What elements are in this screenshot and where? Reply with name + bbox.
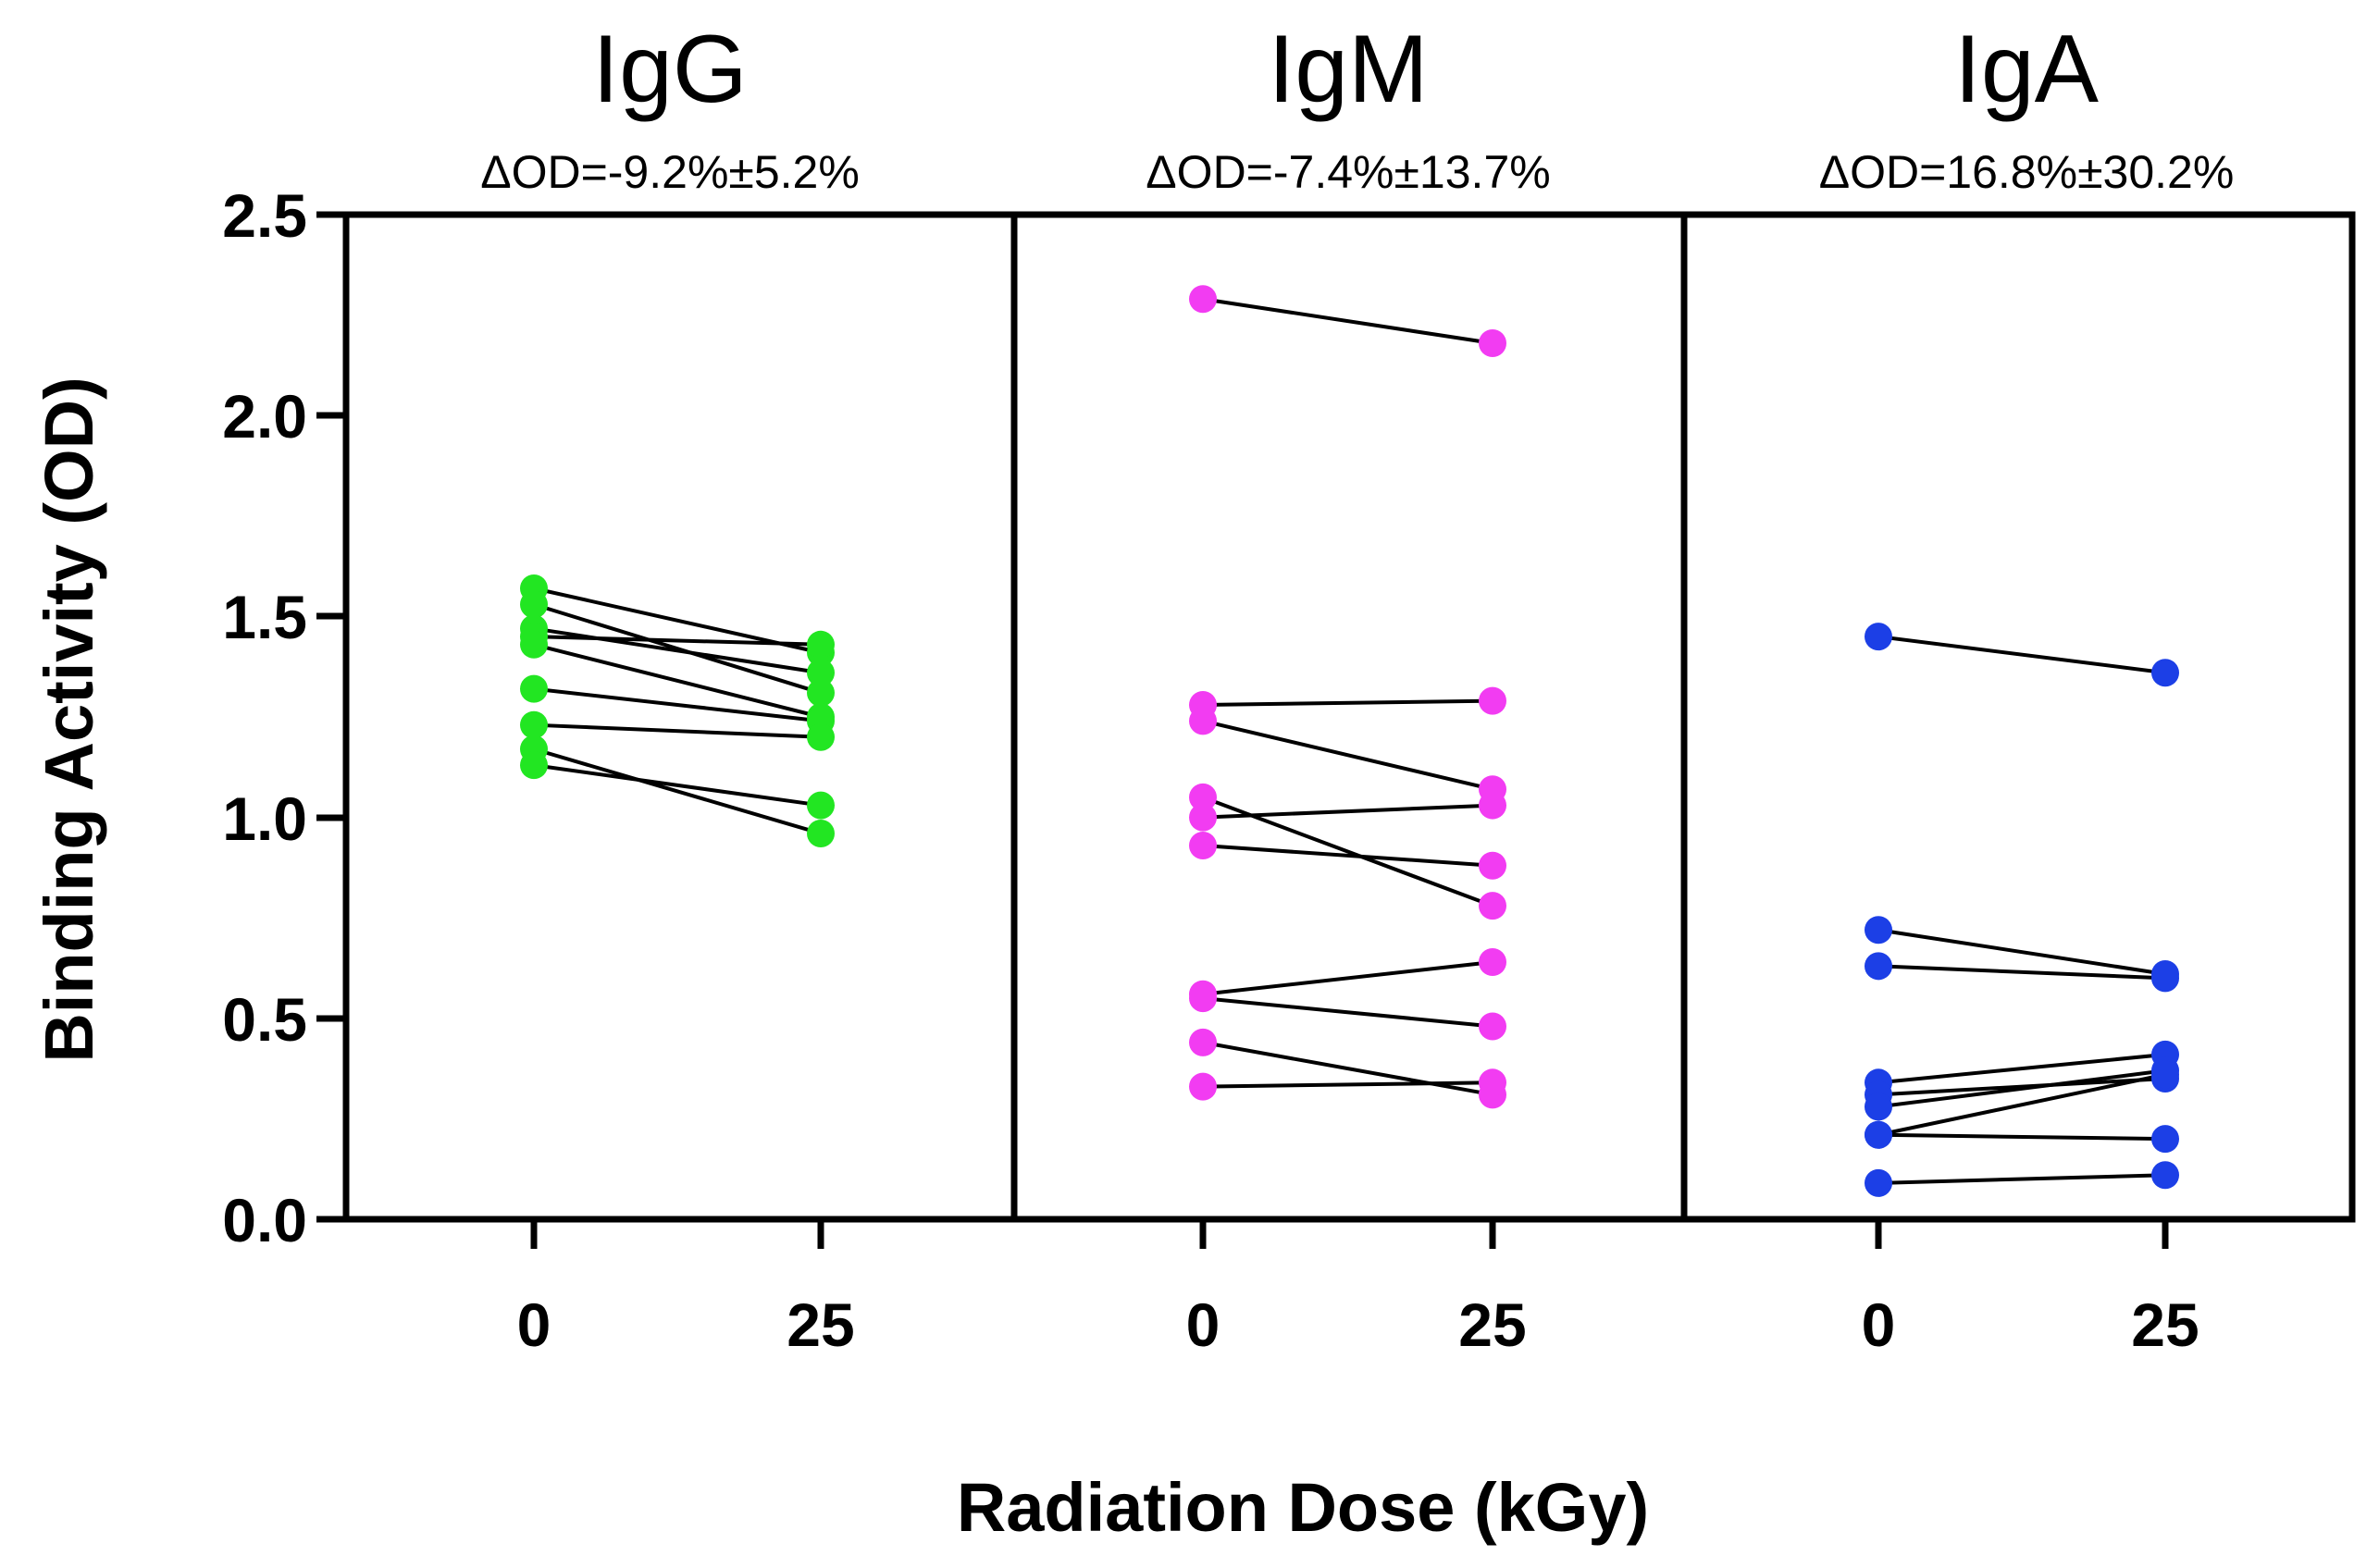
pair-line — [1877, 1052, 2166, 1085]
point-dose-25 — [1479, 791, 1506, 820]
point-dose-25 — [807, 819, 835, 847]
x-tick-label: 25 — [2131, 1290, 2199, 1359]
y-tick-label: 1.0 — [222, 784, 307, 853]
x-tick-label: 25 — [787, 1290, 854, 1359]
pair-line — [1202, 297, 1493, 345]
point-dose-25 — [2151, 964, 2179, 993]
point-dose-0 — [1189, 984, 1217, 1013]
point-dose-0 — [1189, 803, 1217, 832]
series-lines-igm — [1202, 297, 1493, 1097]
pair-line — [1202, 796, 1493, 908]
series-lines-iga — [1877, 635, 2166, 1185]
series-lines-igg — [533, 586, 822, 835]
pair-line — [1877, 1076, 2166, 1097]
point-dose-25 — [2151, 1161, 2179, 1190]
point-dose-25 — [1479, 329, 1506, 358]
point-dose-25 — [1479, 1012, 1506, 1041]
series-points-iga — [1865, 623, 2179, 1197]
pair-line — [1877, 1132, 2166, 1142]
pair-line — [533, 763, 822, 808]
point-dose-25 — [807, 791, 835, 820]
panel-subtitle-iga: ΔOD=16.8%±30.2% — [1819, 146, 2235, 198]
pair-line — [1202, 1040, 1493, 1097]
x-axis-label: Radiation Dose (kGy) — [957, 1469, 1649, 1546]
pair-line — [1877, 635, 2166, 675]
pair-line — [1202, 803, 1493, 820]
panel-igg: IgG ΔOD=-9.2%±5.2% 0 25 — [480, 16, 860, 1359]
point-dose-0 — [1189, 832, 1217, 860]
y-tick-labels: 0.0 0.5 1.0 1.5 2.0 2.5 — [222, 181, 307, 1254]
x-tick-label: 0 — [1186, 1290, 1220, 1359]
point-dose-0 — [1865, 1120, 1892, 1149]
pair-line — [533, 747, 822, 835]
point-dose-25 — [807, 722, 835, 751]
pair-line — [533, 686, 822, 723]
point-dose-0 — [1189, 1028, 1217, 1056]
series-points-igg — [520, 574, 835, 847]
pair-line — [1877, 1072, 2166, 1137]
series-points-igm — [1189, 285, 1506, 1109]
point-dose-0 — [1865, 623, 1892, 651]
pair-line — [533, 722, 822, 739]
pair-line — [1877, 928, 2166, 976]
point-dose-25 — [807, 659, 835, 687]
point-dose-0 — [1865, 916, 1892, 945]
panel-title-igg: IgG — [592, 16, 748, 123]
point-dose-25 — [1479, 1068, 1506, 1097]
panel-iga: IgA ΔOD=16.8%±30.2% 0 25 — [1819, 16, 2235, 1359]
point-dose-0 — [1189, 285, 1217, 314]
y-tick-label: 0.5 — [222, 985, 307, 1054]
y-tick-label: 2.0 — [222, 382, 307, 451]
pair-line — [1202, 698, 1493, 707]
y-tick-label: 2.5 — [222, 181, 307, 250]
pair-line — [533, 626, 822, 675]
y-axis-label: Binding Activity (OD) — [31, 377, 107, 1062]
pair-line — [1877, 964, 2166, 981]
point-dose-25 — [1479, 851, 1506, 880]
pair-line — [1202, 959, 1493, 996]
point-dose-0 — [520, 630, 548, 659]
pair-line — [1877, 1173, 2166, 1185]
pair-line — [533, 602, 822, 695]
panel-igm: IgM ΔOD=-7.4%±13.7% 0 25 — [1146, 16, 1550, 1359]
y-tick-label: 0.0 — [222, 1186, 307, 1254]
panel-title-iga: IgA — [1954, 16, 2100, 123]
point-dose-0 — [520, 710, 548, 739]
pair-line — [533, 635, 822, 647]
point-dose-0 — [520, 751, 548, 780]
x-tick-label: 0 — [1862, 1290, 1896, 1359]
pair-line — [1202, 1080, 1493, 1089]
panel-subtitle-igm: ΔOD=-7.4%±13.7% — [1146, 146, 1550, 198]
x-tick-label: 0 — [517, 1290, 551, 1359]
y-tick-marks — [316, 211, 346, 1223]
panel-frame-igg — [342, 211, 1018, 1223]
y-tick-label: 1.5 — [222, 583, 307, 651]
point-dose-0 — [1865, 1093, 1892, 1121]
point-dose-0 — [1189, 1072, 1217, 1101]
x-tick-label: 25 — [1458, 1290, 1526, 1359]
point-dose-25 — [807, 630, 835, 659]
point-dose-25 — [2151, 659, 2179, 687]
point-dose-25 — [2151, 1060, 2179, 1089]
point-dose-25 — [807, 678, 835, 707]
point-dose-0 — [520, 674, 548, 703]
pair-line — [1877, 1068, 2166, 1109]
pair-line — [1202, 719, 1493, 792]
point-dose-0 — [520, 590, 548, 619]
point-dose-25 — [2151, 1125, 2179, 1154]
point-dose-0 — [1189, 783, 1217, 811]
point-dose-25 — [1479, 892, 1506, 920]
point-dose-25 — [1479, 947, 1506, 976]
panel-title-igm: IgM — [1268, 16, 1428, 123]
panel-subtitle-igg: ΔOD=-9.2%±5.2% — [480, 146, 860, 198]
panel-frame-iga — [1680, 211, 2356, 1223]
point-dose-0 — [1865, 952, 1892, 981]
pair-line — [533, 642, 822, 719]
pair-line — [1202, 844, 1493, 868]
pair-line — [1202, 996, 1493, 1029]
point-dose-0 — [1865, 1168, 1892, 1197]
point-dose-0 — [1189, 707, 1217, 735]
point-dose-25 — [1479, 686, 1506, 715]
